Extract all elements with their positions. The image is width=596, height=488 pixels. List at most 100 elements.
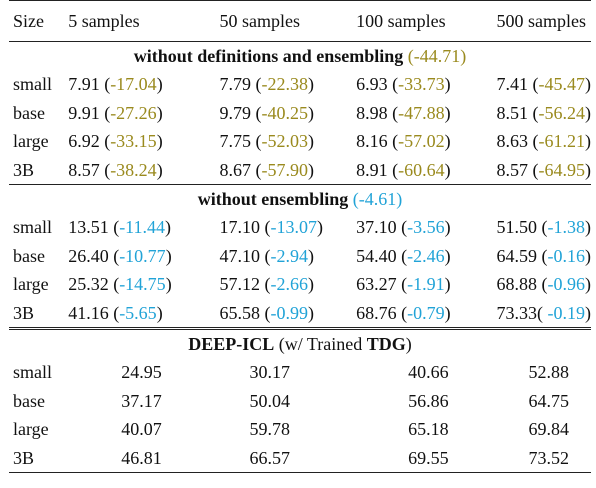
- table-cell: 8.67 (-57.90): [216, 156, 353, 185]
- cell-delta: -22.38: [261, 74, 309, 95]
- table-row: 3B 41.16 (-5.65) 65.58 (-0.99) 68.76 (-0.79…: [9, 299, 591, 329]
- column-header-5-samples: 5 samples: [66, 0, 216, 42]
- table-cell: 8.16 (-57.02): [352, 127, 494, 156]
- table-cell: 8.51 (-56.24): [495, 99, 592, 128]
- row-size-label: small: [13, 362, 52, 383]
- cell-close-paren: ): [585, 131, 591, 152]
- section-title: without definitions and ensembling (-44.…: [9, 42, 591, 71]
- table-row: large 40.07 59.78 65.18 69.84: [9, 415, 591, 444]
- cell-close-paren: ): [585, 217, 591, 238]
- cell-delta: -0.96: [547, 274, 586, 295]
- table-cell: 52.88: [528, 362, 570, 383]
- cell-close-paren: ): [165, 217, 172, 238]
- table-cell: 41.16 (-5.65): [66, 299, 215, 329]
- cell-close-paren: ): [444, 102, 451, 123]
- cell-score: 13.51 (: [68, 217, 120, 238]
- cell-score: 8.16 (: [356, 131, 399, 152]
- table-cell: 63.27 (-1.91): [352, 270, 494, 299]
- cell-close-paren: ): [308, 74, 315, 95]
- cell-close-paren: ): [585, 302, 591, 323]
- cell-close-paren: ): [585, 245, 591, 266]
- cell-delta: -5.65: [119, 302, 157, 323]
- cell-close-paren: ): [308, 102, 315, 123]
- cell-delta: -47.88: [398, 102, 445, 123]
- cell-close-paren: ): [156, 102, 163, 123]
- section-delta-value: (-44.71): [407, 46, 467, 66]
- section-delta: (-4.61): [353, 189, 402, 209]
- cell-score: 68.88 (: [496, 274, 548, 295]
- table-cell: 7.79 (-22.38): [216, 70, 353, 99]
- cell-score: 57.12 (: [219, 274, 271, 295]
- cell-close-paren: ): [156, 302, 163, 323]
- cell-delta: -2.66: [270, 274, 309, 295]
- cell-score: 26.40 (: [68, 245, 120, 266]
- cell-delta: -45.47: [538, 74, 586, 95]
- cell-score: 7.91 (: [68, 74, 111, 95]
- table-cell: 69.84: [528, 419, 570, 440]
- cell-close-paren: ): [308, 302, 315, 323]
- cell-close-paren: ): [444, 217, 451, 238]
- table-cell: 69.55: [352, 443, 495, 473]
- cell-score: 41.16 (: [68, 302, 120, 323]
- column-header-500-samples: 500 samples: [494, 0, 591, 42]
- table-cell: 65.58 (-0.99): [216, 299, 353, 329]
- cell-score: 7.75 (: [219, 131, 262, 152]
- table-cell: 40.66: [408, 362, 449, 383]
- section-header-row: without definitions and ensembling (-44.…: [9, 42, 591, 71]
- header-row: Size 5 samples 50 samples 100 samples 50…: [9, 0, 591, 42]
- table-cell: 66.57: [215, 443, 353, 473]
- cell-delta: -0.79: [407, 302, 445, 323]
- table-cell: 73.33( -0.19): [495, 299, 592, 329]
- row-size-label: base: [13, 102, 45, 123]
- table-row: large 6.92 (-33.15) 7.75 (-52.03) 8.16 (-57…: [9, 127, 591, 156]
- table-cell: 6.92 (-33.15): [66, 127, 215, 156]
- table-cell: 68.76 (-0.79): [352, 299, 494, 329]
- table-cell: 56.86: [408, 390, 449, 411]
- cell-score: 65.58 (: [219, 302, 271, 323]
- cell-delta: -0.19: [547, 302, 586, 323]
- cell-close-paren: ): [308, 274, 315, 295]
- cell-score: 37.10 (: [356, 217, 408, 238]
- cell-close-paren: ): [308, 159, 315, 180]
- table-row: 3B 46.81 66.57 69.55 73.52: [9, 443, 591, 473]
- section-delta: (-44.71): [408, 46, 466, 66]
- table-row: base 26.40 (-10.77) 47.10 (-2.94) 54.40 (-2…: [9, 242, 591, 271]
- row-size-label: large: [13, 274, 49, 295]
- cell-score: 7.79 (: [219, 74, 262, 95]
- cell-score: 8.67 (: [219, 159, 262, 180]
- table-row: base 37.17 50.04 56.86 64.75: [9, 387, 591, 416]
- cell-close-paren: ): [444, 245, 451, 266]
- cell-score: 9.91 (: [68, 102, 111, 123]
- cell-close-paren: ): [156, 74, 163, 95]
- cell-close-paren: ): [308, 245, 315, 266]
- cell-score: 9.79 (: [219, 102, 262, 123]
- table-cell: 30.17: [249, 362, 291, 383]
- cell-delta: -61.21: [538, 131, 586, 152]
- cell-score: 54.40 (: [356, 245, 408, 266]
- cell-score: 47.10 (: [219, 245, 271, 266]
- cell-score: 6.92 (: [68, 131, 111, 152]
- cell-delta: -33.15: [110, 131, 157, 152]
- row-size-label: 3B: [13, 302, 35, 323]
- table-cell: 47.10 (-2.94): [216, 242, 353, 271]
- section-without-ensembling: without ensembling (-4.61) small 13.51 (-…: [9, 184, 591, 329]
- cell-score: 68.76 (: [356, 302, 408, 323]
- cell-score: 17.10 (: [219, 217, 271, 238]
- cell-close-paren: ): [156, 131, 163, 152]
- section-title: without ensembling (-4.61): [9, 184, 591, 213]
- cell-score: 8.57 (: [68, 159, 111, 180]
- cell-delta: -27.26: [110, 102, 157, 123]
- table-cell: 73.52: [494, 443, 591, 473]
- table-cell: 9.79 (-40.25): [216, 99, 353, 128]
- cell-score: 8.98 (: [356, 102, 399, 123]
- table-cell: 24.95: [121, 362, 162, 383]
- cell-close-paren: ): [444, 302, 451, 323]
- section-header-row: without ensembling (-4.61): [9, 184, 591, 213]
- row-size-label: base: [13, 245, 45, 266]
- table-cell: 8.57 (-64.95): [495, 156, 592, 185]
- cell-close-paren: ): [308, 131, 315, 152]
- table-cell: 46.81: [66, 443, 216, 473]
- table-cell: 64.59 (-0.16): [495, 242, 592, 271]
- table-cell: 8.63 (-61.21): [495, 127, 592, 156]
- row-size-label: base: [13, 390, 45, 411]
